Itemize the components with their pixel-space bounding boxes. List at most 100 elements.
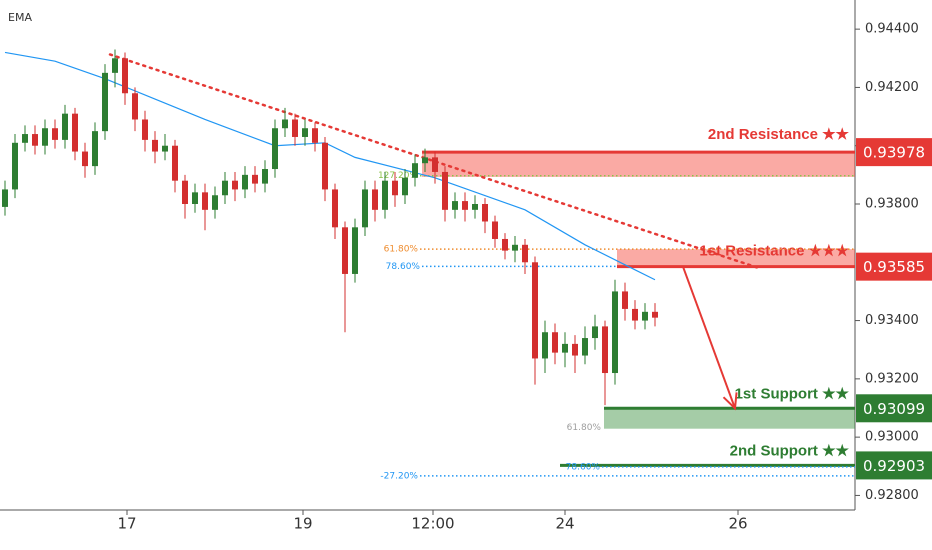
zone-label: 1st Resistance ★★★ [699,243,849,260]
candle-body [222,180,228,196]
price-label-box [856,252,932,281]
candle-body [242,174,248,190]
y-tick-label: 0.93200 [865,371,919,386]
candle-body [512,244,518,251]
candle-body [112,58,118,73]
candle-body [22,134,28,143]
candle-body [232,180,238,190]
candle-body [262,169,268,184]
candle-body [132,93,138,120]
candle-body [492,221,498,239]
candle-body [562,343,568,353]
candle-body [2,189,8,207]
fib-label: -27.20% [380,471,418,481]
candle-body [432,157,438,172]
price-label: 0.93978 [863,144,925,162]
arrow-head [722,392,738,411]
price-label: 0.92903 [863,457,925,475]
candle-body [482,204,488,222]
candle-body [522,244,528,263]
price-label-box [856,394,932,423]
candle-body [542,332,548,359]
y-tick-label: 0.93400 [865,313,919,328]
candle-body [442,171,448,210]
zone-label: 2nd Resistance ★★ [708,126,850,143]
candle-body [332,189,338,228]
candle-body [162,145,168,152]
candle-body [502,238,508,251]
x-tick-label: 17 [117,515,136,533]
candle-body [602,326,608,374]
x-tick-label: 12:00 [411,515,454,533]
candle-body [352,227,358,274]
fib-label: 61.80% [567,423,602,433]
candle-body [92,131,98,167]
x-tick-label: 24 [555,515,574,533]
x-tick-label: 19 [293,515,312,533]
zone-label: 2nd Support ★★ [730,442,850,459]
zone [604,408,855,429]
candle-body [272,128,278,170]
candle-body [382,180,388,210]
candle-body [342,227,348,274]
candle-body [102,72,108,132]
price-label-box [856,451,932,480]
zone [617,249,855,267]
candle-body [402,177,408,196]
candle-body [32,134,38,146]
candle-body [82,151,88,167]
candle-body [632,308,638,321]
candle-body [392,180,398,196]
candle-body [302,128,308,137]
candle-body [592,326,598,339]
candle-body [152,139,158,152]
candle-body [612,291,618,374]
candle-body [372,189,378,210]
candle-body [282,119,288,129]
candle-body [122,58,128,94]
candle-body [142,119,148,140]
candle-body [572,343,578,356]
candle-body [12,142,18,190]
candle-body [322,142,328,190]
candle-body [412,163,418,178]
y-tick-label: 0.93000 [865,430,919,445]
y-tick-label: 0.93800 [865,197,919,212]
candle-body [582,338,588,356]
candle-body [472,204,478,210]
candle-body [422,157,428,164]
indicator-label: EMA [8,11,32,24]
fib-label: 78.60% [566,462,601,472]
zone-label: 1st Support ★★ [735,385,850,402]
fib-label: 127.20% [378,171,418,181]
price-label: 0.93099 [863,400,925,418]
candle-body [192,192,198,204]
candle-body [362,189,368,228]
price-label: 0.93585 [863,258,925,276]
fib-label: 78.60% [386,262,421,272]
candle-body [312,128,318,143]
y-tick-label: 0.94200 [865,80,919,95]
y-tick-label: 0.94400 [865,22,919,37]
candle-body [622,291,628,309]
zone [422,152,855,177]
ema-line [4,51,656,281]
y-tick-label: 0.92800 [865,488,919,503]
candle-body [292,119,298,137]
candle-body [532,262,538,359]
x-tick-label: 26 [728,515,747,533]
candle-body [642,311,648,321]
candle-body [202,192,208,210]
arrow [682,266,736,409]
candle-body [652,311,658,318]
candle-body [552,332,558,353]
candle-body [72,113,78,152]
candle-body [452,201,458,210]
fib-label: 61.80% [384,245,419,255]
price-label-box [856,138,932,167]
candle-body [252,174,258,184]
candle-body [172,145,178,181]
candle-body [42,128,48,146]
